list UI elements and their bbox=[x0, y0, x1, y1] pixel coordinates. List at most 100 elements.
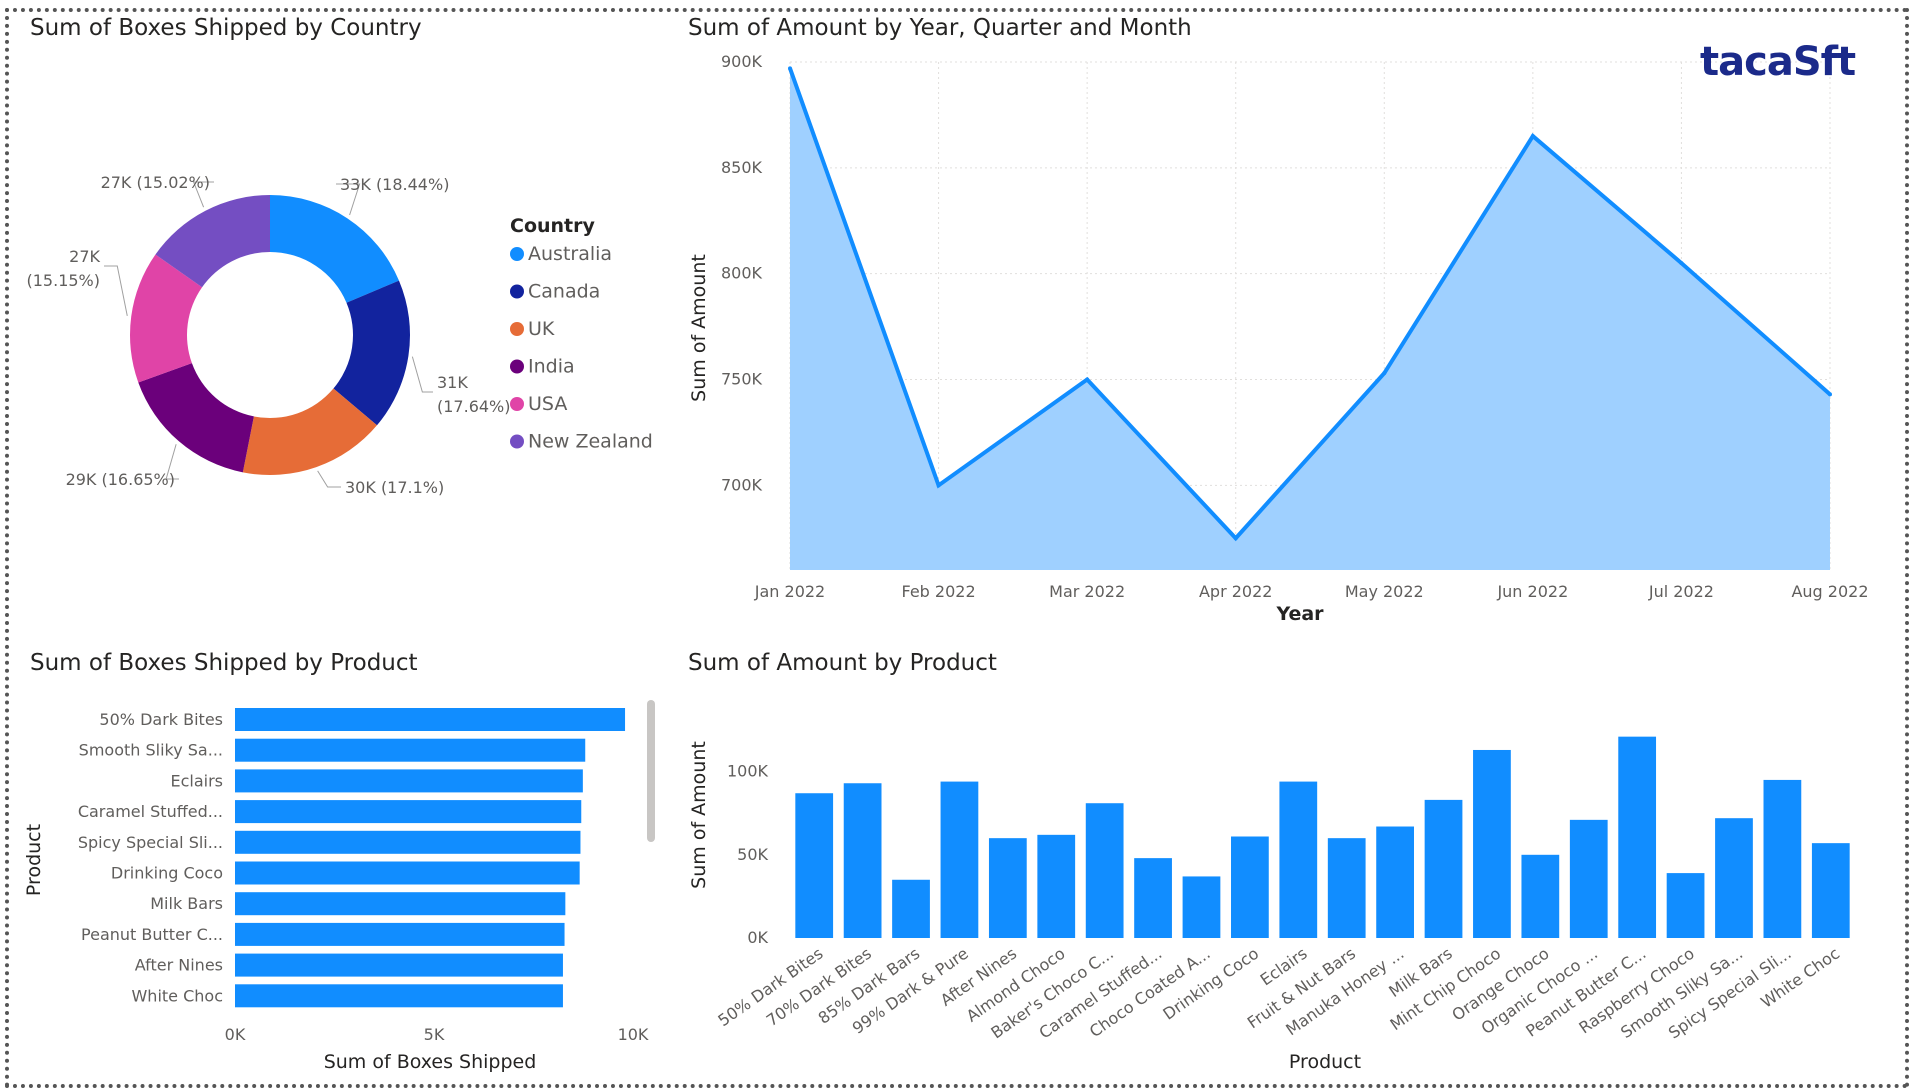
hbar-bar[interactable] bbox=[235, 953, 563, 977]
y-tick-label: Drinking Coco bbox=[111, 864, 223, 883]
donut-slice-usa[interactable] bbox=[130, 254, 203, 383]
area-fill bbox=[790, 68, 1830, 570]
legend-item[interactable]: Australia bbox=[528, 243, 612, 265]
vbar-bar[interactable] bbox=[1666, 873, 1705, 938]
legend-item[interactable]: New Zealand bbox=[528, 431, 653, 453]
donut-data-label: 31K bbox=[437, 373, 468, 392]
x-tick-label: Jan 2022 bbox=[754, 582, 825, 601]
donut-slice-new-zealand[interactable] bbox=[155, 195, 270, 288]
leader-line bbox=[104, 265, 128, 316]
donut-data-label: 27K (15.02%) bbox=[101, 173, 210, 192]
hbar-bar[interactable] bbox=[235, 738, 586, 762]
vbar-bar[interactable] bbox=[1473, 749, 1511, 938]
hbar-bar[interactable] bbox=[235, 800, 582, 824]
vbar-bar[interactable] bbox=[1715, 818, 1753, 938]
vbar-bar[interactable] bbox=[1569, 819, 1608, 938]
vbar-bar[interactable] bbox=[1763, 779, 1802, 938]
area-marks bbox=[788, 66, 1832, 570]
vbar-bar[interactable] bbox=[1327, 838, 1366, 938]
legend-marker bbox=[510, 247, 524, 261]
x-tick-label: Jul 2022 bbox=[1648, 582, 1714, 601]
y-tick-label: 800K bbox=[721, 264, 763, 283]
hbar-bar[interactable] bbox=[235, 984, 563, 1008]
y-axis-label: Sum of Amount bbox=[688, 254, 710, 402]
y-tick-label: 700K bbox=[721, 475, 763, 494]
leader-line bbox=[411, 356, 433, 393]
y-axis-label: Product bbox=[23, 824, 45, 896]
donut-slice-canada[interactable] bbox=[333, 280, 410, 426]
vbar-bar[interactable] bbox=[795, 793, 834, 938]
area-chart-panel[interactable]: Sum of Amount by Year, Quarter and Month… bbox=[680, 10, 1910, 630]
area-point[interactable] bbox=[1530, 134, 1535, 139]
vbar-bar[interactable] bbox=[1182, 876, 1221, 938]
y-tick-label: Spicy Special Sli... bbox=[78, 833, 223, 852]
legend-marker bbox=[510, 434, 524, 449]
donut-slices bbox=[130, 195, 410, 476]
vbar-bar[interactable] bbox=[988, 838, 1027, 938]
vbar-bar[interactable] bbox=[940, 781, 979, 938]
vbar-bar[interactable] bbox=[1085, 803, 1124, 938]
legend-item[interactable]: Canada bbox=[528, 281, 600, 303]
chart-title: Sum of Amount by Year, Quarter and Month bbox=[688, 15, 1192, 41]
x-tick-label: Mar 2022 bbox=[1049, 582, 1125, 601]
vbar-marks bbox=[795, 736, 1850, 938]
leader-line bbox=[165, 444, 179, 480]
vbar-bar[interactable] bbox=[1134, 858, 1172, 938]
y-tick-label: 50K bbox=[737, 845, 768, 864]
hbar-bar[interactable] bbox=[235, 892, 566, 916]
hbar-bar[interactable] bbox=[235, 830, 581, 854]
area-point[interactable] bbox=[936, 483, 941, 488]
vbar-bar[interactable] bbox=[1618, 736, 1657, 938]
hbar-marks bbox=[235, 708, 626, 1008]
y-tick-label: 850K bbox=[721, 158, 763, 177]
leader-line bbox=[192, 181, 214, 208]
y-tick-label: 100K bbox=[727, 762, 769, 781]
legend-marker bbox=[510, 359, 524, 374]
area-line[interactable] bbox=[788, 67, 1832, 542]
area-point[interactable] bbox=[1085, 377, 1090, 382]
chart-title: Sum of Amount by Product bbox=[688, 650, 997, 676]
vbar-bar[interactable] bbox=[1376, 826, 1414, 938]
vbar-bar[interactable] bbox=[1811, 843, 1850, 938]
x-tick-label: 5K bbox=[424, 1025, 445, 1044]
logo-text-a: taca bbox=[1700, 39, 1793, 85]
hbar-bar[interactable] bbox=[235, 769, 583, 793]
hbar-bar[interactable] bbox=[235, 922, 565, 946]
vbar-bar[interactable] bbox=[1424, 799, 1463, 938]
area-point[interactable] bbox=[1828, 392, 1832, 397]
vbar-bar[interactable] bbox=[1231, 836, 1269, 938]
logo-text-b: S bbox=[1793, 39, 1821, 85]
vbar-bar[interactable] bbox=[1521, 854, 1560, 938]
donut-data-label: 33K (18.44%) bbox=[340, 175, 449, 194]
donut-slice-india[interactable] bbox=[138, 363, 254, 473]
logo-text-c: ft bbox=[1821, 39, 1856, 85]
legend-item[interactable]: USA bbox=[528, 393, 567, 415]
donut-slice-uk[interactable] bbox=[242, 388, 377, 476]
product-boxes-bar-panel[interactable]: Sum of Boxes Shipped by Product 0K 5K 10K 5… bbox=[10, 640, 670, 1072]
y-tick-label: 900K bbox=[721, 52, 763, 71]
hbar-bar[interactable] bbox=[235, 861, 580, 885]
y-tick-label: Peanut Butter C... bbox=[81, 925, 223, 944]
donut-labels: 33K (18.44%) 31K (17.64%) 30K (17.1%) 29K (1… bbox=[27, 173, 511, 497]
area-point[interactable] bbox=[788, 66, 792, 71]
legend-item[interactable]: UK bbox=[528, 318, 555, 340]
svg-text:tacaSft: tacaSft bbox=[1700, 39, 1856, 85]
y-tick-label: Caramel Stuffed... bbox=[78, 802, 223, 821]
hbar-bar[interactable] bbox=[235, 708, 626, 731]
area-point[interactable] bbox=[1679, 261, 1684, 266]
vbar-bar[interactable] bbox=[843, 783, 882, 938]
leader-line bbox=[336, 183, 361, 216]
vbar-bar[interactable] bbox=[892, 879, 930, 938]
vbar-bar[interactable] bbox=[1037, 834, 1076, 938]
hbar-axes: 0K 5K 10K 50% Dark Bites Smooth Sliky Sa... E… bbox=[78, 710, 649, 1044]
donut-chart-panel[interactable]: Sum of Boxes Shipped by Country 33K (18.… bbox=[10, 10, 670, 630]
area-point[interactable] bbox=[1233, 536, 1238, 541]
scrollbar[interactable] bbox=[647, 700, 655, 842]
vbar-bar[interactable] bbox=[1279, 781, 1318, 938]
area-point[interactable] bbox=[1382, 371, 1387, 376]
donut-slice-australia[interactable] bbox=[270, 195, 399, 303]
y-tick-label: Eclairs bbox=[170, 771, 223, 790]
legend-item[interactable]: India bbox=[528, 356, 575, 378]
